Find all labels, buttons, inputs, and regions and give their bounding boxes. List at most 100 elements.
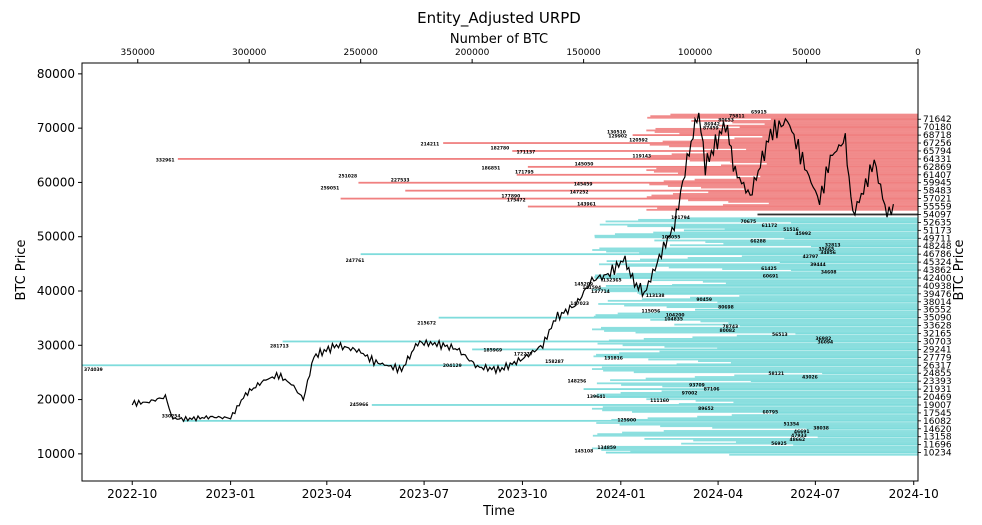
bar-value-label: 75811 (729, 113, 745, 119)
bar-value-label: 39444 (810, 262, 826, 268)
urpd-bar-fill (632, 411, 918, 413)
bar-value-label: 215672 (417, 320, 436, 326)
top-tick-label: 150000 (566, 48, 601, 58)
urpd-bar-fill (619, 352, 918, 355)
urpd-bar-fill (676, 363, 918, 366)
urpd-bar-fill (611, 418, 918, 421)
bar-value-label: 141594 (582, 285, 601, 291)
right-tick-label: 57021 (923, 195, 952, 205)
bar-value-label: 214211 (420, 141, 439, 147)
top-tick-label: 200000 (455, 48, 490, 58)
urpd-bar-below (605, 451, 918, 454)
urpd-bar-below (773, 411, 918, 414)
bar-value-label: 35665 (818, 246, 834, 252)
right-tick-label: 23393 (923, 377, 952, 387)
urpd-bar-fill (593, 315, 918, 318)
urpd-bar-fill (702, 147, 918, 149)
urpd-bar-fill (603, 445, 918, 448)
bar-value-label: 87106 (704, 386, 720, 392)
bar-value-label: 58121 (768, 371, 784, 377)
bar-value-label: 145108 (575, 449, 594, 455)
urpd-bar-above (340, 197, 918, 200)
urpd-bar-fill (596, 393, 918, 396)
urpd-bar-fill (594, 276, 918, 278)
right-tick-label: 38014 (923, 298, 952, 308)
urpd-bar-fill (607, 299, 918, 302)
urpd-bar-below (810, 245, 918, 248)
urpd-bar-fill (651, 194, 918, 197)
urpd-bar-fill (650, 154, 918, 157)
urpd-bar-fill (672, 284, 918, 286)
bar-value-label: 104835 (664, 316, 683, 322)
right-axis: 7164270180687186725665794643316286961407… (918, 115, 952, 459)
x-tick-label: 2023-04 (302, 487, 352, 501)
urpd-bar-fill (671, 153, 918, 156)
urpd-bar-fill (760, 175, 918, 178)
urpd-bar-above (527, 165, 918, 168)
urpd-bar-fill (646, 169, 918, 172)
urpd-bar-fill (730, 161, 918, 164)
y-tick-label: 40000 (37, 284, 75, 298)
urpd-bar-fill (625, 264, 918, 267)
urpd-bar-fill (764, 123, 918, 125)
urpd-bar-fill (669, 145, 918, 148)
right-tick-label: 45324 (923, 258, 952, 268)
urpd-bar-fill (671, 226, 918, 229)
bar-value-label: 38038 (813, 425, 829, 431)
urpd-bar-above (516, 173, 918, 176)
urpd-bar-fill (646, 156, 918, 159)
bar-value-label: 42797 (803, 254, 819, 260)
y-tick-label: 50000 (37, 230, 75, 244)
bar-value-label: 129902 (608, 133, 627, 139)
urpd-bar-fill (605, 220, 918, 223)
urpd-bar-fill (690, 296, 918, 299)
urpd-bar-fill (649, 143, 918, 146)
bar-value-label: 137714 (591, 289, 610, 295)
left-axis: 10000 20000 30000 40000 50000 60000 70000 80000 (37, 67, 82, 461)
urpd-bar-fill (653, 170, 918, 173)
right-tick-label: 59945 (923, 179, 952, 189)
urpd-bar-fill (616, 272, 918, 275)
right-tick-label: 29241 (923, 345, 952, 355)
bar-value-label: 106055 (662, 235, 681, 241)
urpd-bar-fill (646, 208, 918, 211)
urpd-bar-fill (593, 395, 918, 397)
urpd-bar-fill (719, 124, 918, 127)
urpd-bar-fill (592, 288, 918, 291)
right-tick-label: 42400 (923, 274, 952, 284)
urpd-bar-fill (674, 323, 918, 326)
right-tick-label: 51173 (923, 226, 952, 236)
bar-value-label: 177890 (501, 194, 520, 200)
x-tick-label: 2022-10 (107, 487, 157, 501)
urpd-bar-fill (744, 188, 918, 191)
urpd-bar-below (605, 396, 918, 398)
urpd-bar-fill (608, 339, 918, 342)
x-tick-label: 2023-07 (399, 487, 449, 501)
urpd-bar-fill (668, 266, 918, 269)
urpd-bar-below (790, 269, 918, 271)
bar-value-label: 80698 (718, 305, 734, 311)
urpd-bar-fill (640, 258, 918, 261)
urpd-bar-current (757, 213, 918, 216)
urpd-bar-fill (600, 326, 918, 329)
urpd-bar-fill (647, 116, 918, 119)
urpd-bar-fill (655, 271, 918, 274)
bar-value-label: 61425 (761, 266, 777, 272)
urpd-bar-fill (655, 127, 918, 130)
urpd-bar-fill (706, 151, 918, 154)
bar-value-label: 47933 (791, 433, 807, 439)
bar-value-label: 51354 (784, 421, 800, 427)
bar-value-label: 147252 (570, 190, 589, 196)
right-tick-label: 14620 (923, 425, 952, 435)
urpd-bar-fill (605, 290, 918, 293)
bar-value-label: 89652 (698, 406, 714, 412)
bar-value-label: 70675 (740, 219, 756, 225)
bar-value-label: 34608 (821, 270, 837, 276)
urpd-bar-fill (635, 331, 918, 334)
urpd-bar-fill (653, 231, 918, 234)
urpd-bar-fill (733, 401, 918, 404)
urpd-bar-fill (596, 353, 918, 356)
urpd-bar-fill (650, 318, 918, 321)
right-tick-label: 43862 (923, 266, 952, 276)
bar-value-label: 145050 (575, 162, 594, 168)
